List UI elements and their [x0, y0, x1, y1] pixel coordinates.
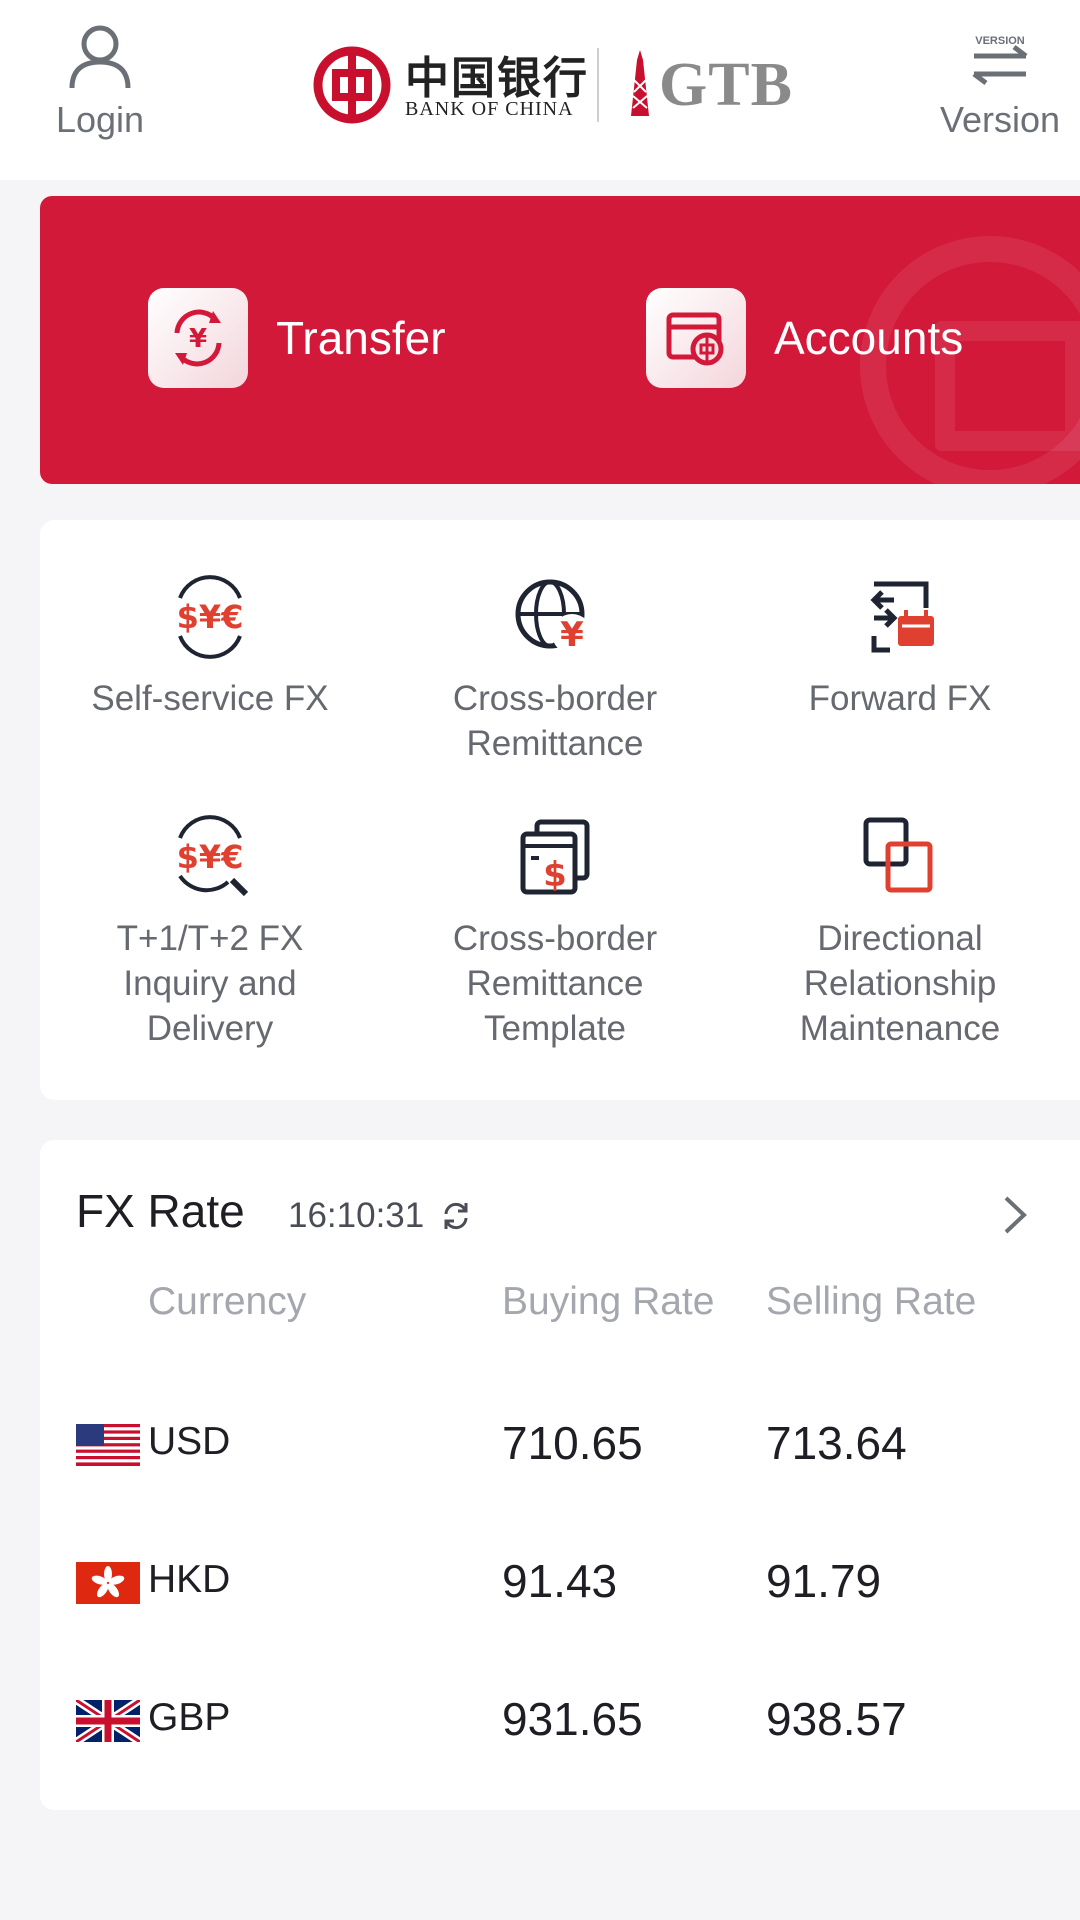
- cny-glyph: ¥: [560, 615, 584, 655]
- version-icon-text: VERSION: [975, 35, 1025, 47]
- remittance-template-label: Cross-border Remittance Template: [452, 919, 658, 1048]
- currency-code: GBP: [148, 1696, 231, 1739]
- fx-row-usd[interactable]: USD 710.65 713.64: [40, 1406, 1040, 1486]
- selling-rate: 91.79: [766, 1555, 882, 1607]
- cross-border-remittance-label: Cross-border Remittance: [452, 679, 658, 763]
- fx-inquiry-icon: $¥€: [40, 812, 380, 902]
- buying-rate: 91.43: [502, 1555, 618, 1607]
- yuan-glyph: ¥: [189, 324, 207, 354]
- hk-flag-icon: [76, 1562, 140, 1604]
- login-button[interactable]: Login: [40, 22, 160, 141]
- fx-glyphs: $¥€: [177, 598, 244, 636]
- chevron-right-icon[interactable]: [1000, 1190, 1030, 1240]
- transfer-icon: ¥: [148, 288, 248, 388]
- globe-yuan-icon: ¥: [385, 572, 725, 662]
- forward-fx-button[interactable]: Forward FX: [730, 572, 1070, 721]
- tower-icon: [631, 50, 649, 116]
- directional-relationship-button[interactable]: Directional Relationship Maintenance: [730, 812, 1070, 1051]
- fx-rate-time: 16:10:31: [288, 1196, 425, 1235]
- accounts-icon: [646, 288, 746, 388]
- logo-english-name: BANK OF CHINA: [405, 98, 574, 120]
- refresh-icon[interactable]: [440, 1200, 472, 1232]
- logo-chinese-name: 中国银行: [405, 53, 589, 104]
- selling-rate: 713.64: [766, 1417, 907, 1469]
- buying-rate: 931.65: [502, 1693, 643, 1745]
- currency-code: USD: [148, 1420, 231, 1463]
- user-icon: [69, 25, 131, 89]
- fx-rate-card: FX Rate 16:10:31 Currency Buying Rate Se…: [40, 1140, 1080, 1810]
- app-header: Login 中国银行 BANK OF CHINA GTB VERSION Ver…: [0, 0, 1080, 180]
- t1-t2-fx-button[interactable]: $¥€ T+1/T+2 FX Inquiry and Delivery: [40, 812, 380, 1051]
- fx-rate-title: FX Rate: [76, 1185, 245, 1237]
- selling-rate: 938.57: [766, 1693, 907, 1745]
- buying-rate: 710.65: [502, 1417, 643, 1469]
- currency-exchange-icon: $¥€: [40, 572, 380, 662]
- uk-flag-icon: [76, 1700, 140, 1742]
- col-header-currency: Currency: [148, 1280, 307, 1323]
- fx-row-gbp[interactable]: GBP 931.65 938.57: [40, 1682, 1040, 1762]
- bank-logo: 中国银行 BANK OF CHINA GTB: [305, 40, 795, 130]
- self-service-fx-label: Self-service FX: [91, 679, 329, 718]
- relationship-link-icon: [730, 812, 1070, 902]
- col-header-buying: Buying Rate: [502, 1280, 715, 1323]
- login-label: Login: [55, 99, 145, 140]
- quick-actions-banner: ¥ Transfer Accounts: [40, 196, 1080, 484]
- version-label: Version: [939, 99, 1061, 140]
- col-header-selling: Selling Rate: [766, 1280, 977, 1323]
- version-switch-icon: VERSION: [972, 35, 1028, 85]
- bank-of-china-logo-mark: [313, 46, 391, 124]
- currency-code: HKD: [148, 1558, 231, 1601]
- remittance-template-button[interactable]: $ Cross-border Remittance Template: [385, 812, 725, 1051]
- accounts-button[interactable]: Accounts: [646, 288, 963, 388]
- forward-fx-icon: [730, 572, 1070, 662]
- transfer-label: Transfer: [276, 312, 446, 364]
- remittance-template-icon: $: [385, 812, 725, 902]
- services-grid: $¥€ Self-service FX ¥ Cross-border Remit…: [40, 520, 1080, 1100]
- version-button[interactable]: VERSION Version: [920, 22, 1080, 141]
- forward-fx-label: Forward FX: [808, 679, 992, 718]
- directional-relationship-label: Directional Relationship Maintenance: [799, 919, 1001, 1048]
- transfer-button[interactable]: ¥ Transfer: [148, 288, 446, 388]
- usd-glyph: $: [543, 855, 567, 895]
- self-service-fx-button[interactable]: $¥€ Self-service FX: [40, 572, 380, 721]
- us-flag-icon: [76, 1424, 140, 1466]
- cross-border-remittance-button[interactable]: ¥ Cross-border Remittance: [385, 572, 725, 766]
- fx-row-hkd[interactable]: HKD 91.43 91.79: [40, 1544, 1040, 1624]
- logo-gtb: GTB: [659, 51, 793, 119]
- logo-divider: [597, 48, 599, 122]
- fx-glyphs-inquiry: $¥€: [177, 838, 244, 876]
- t1-t2-fx-label: T+1/T+2 FX Inquiry and Delivery: [116, 919, 304, 1048]
- accounts-label: Accounts: [774, 312, 964, 364]
